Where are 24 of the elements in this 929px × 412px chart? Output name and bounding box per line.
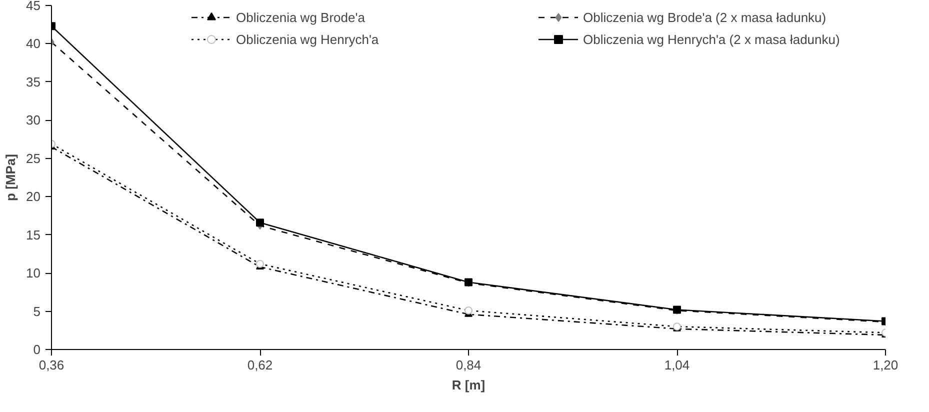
y-axis-title: p [MPa] [3,154,18,201]
legend-label: Obliczenia wg Brode'a (2 x masa ładunku) [583,10,828,24]
x-tick-label: 0,62 [247,358,273,372]
y-tick-label: 20 [26,189,41,204]
y-tick-label: 25 [26,150,41,166]
y-tick-label: 15 [26,227,41,242]
y-tick-label: 5 [33,304,41,319]
y-tick-label: 45 [26,0,41,13]
y-tick-label: 30 [26,112,41,128]
legend-label: Obliczenia wg Henrych'a [236,32,380,46]
x-tick-label: 1,20 [872,358,898,372]
legend-label: Obliczenia wg Henrych'a (2 x masa ładunku) [583,32,841,46]
x-tick-label: 0,84 [456,358,482,372]
y-tick-label: 0 [33,342,41,357]
x-tick-label: 1,04 [664,358,690,372]
legend-label: Obliczenia wg Brode'a [236,10,366,24]
y-tick-label: 35 [26,74,41,90]
point [464,306,472,315]
y-tick-label: 10 [26,266,41,281]
x-tick-label: 0,36 [38,358,64,372]
point [256,218,264,227]
x-axis-title: R [m] [452,378,486,392]
point [256,260,264,268]
y-tick-label: 40 [26,36,41,52]
